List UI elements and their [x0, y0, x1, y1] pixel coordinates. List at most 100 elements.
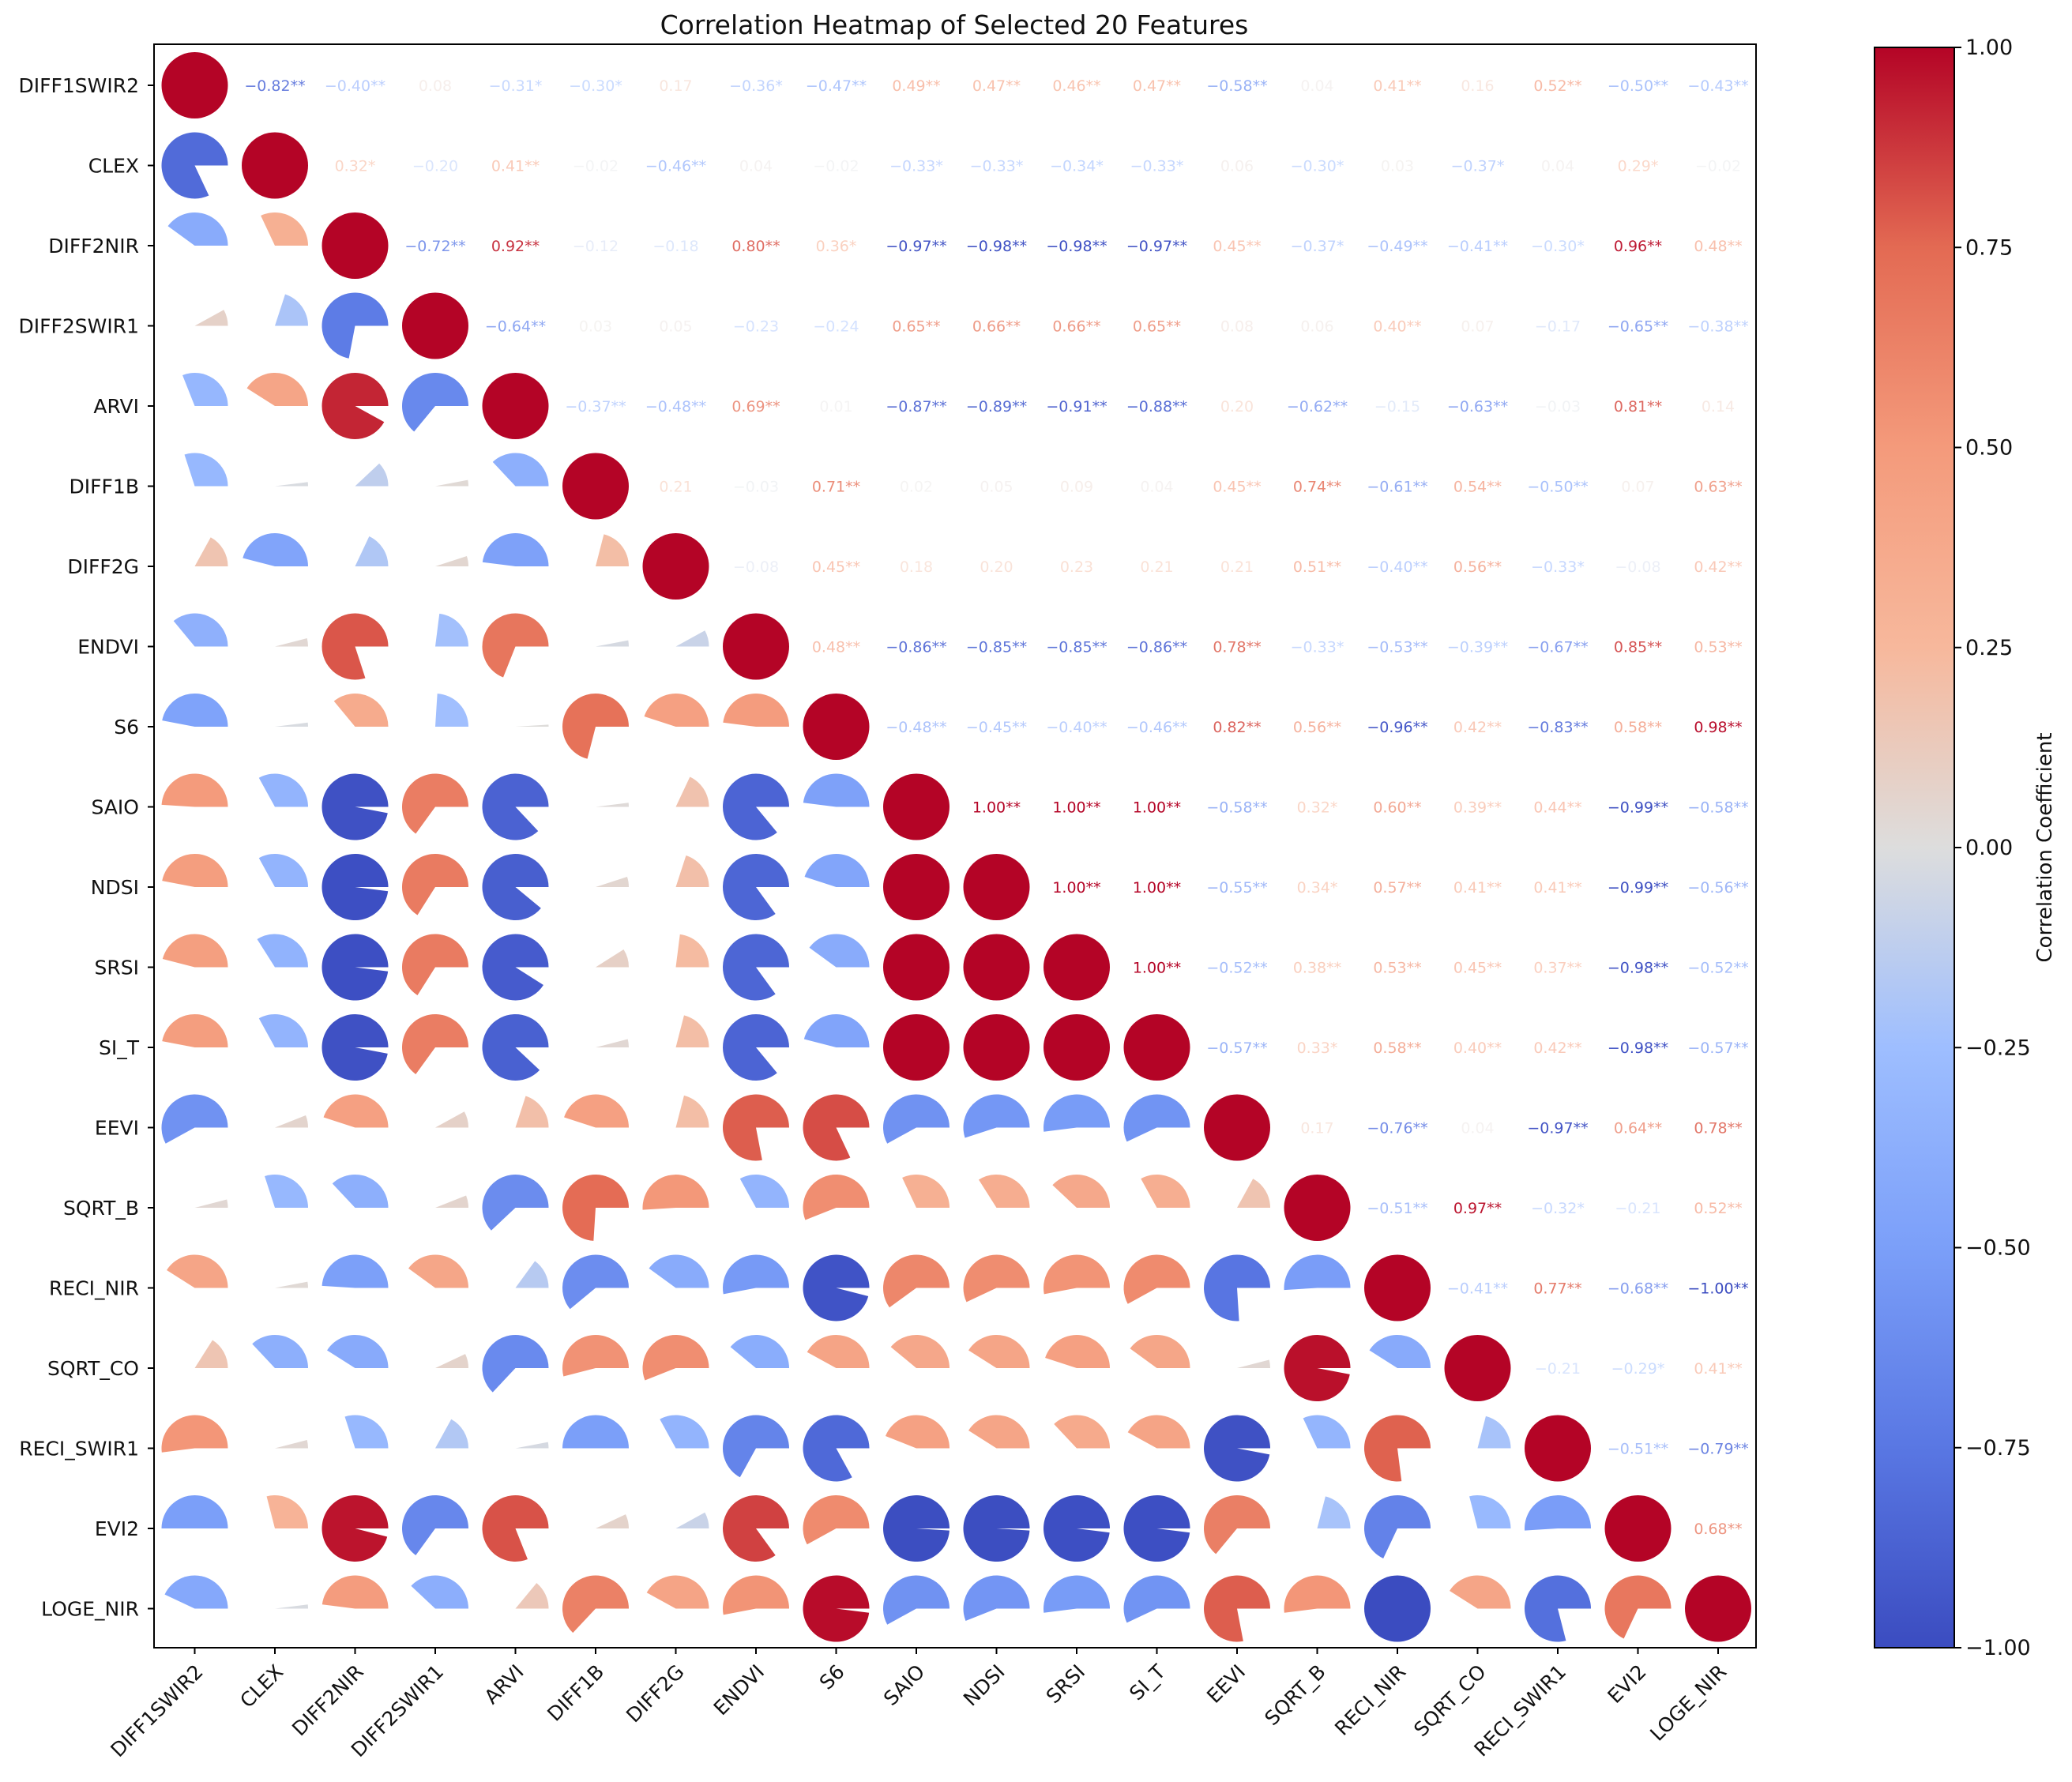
correlation-label: 0.69** — [731, 398, 780, 415]
correlation-label: −0.82** — [244, 77, 305, 95]
pie-cell — [194, 310, 228, 326]
correlation-label: 0.52** — [1694, 1200, 1742, 1217]
pie-cell — [401, 934, 469, 995]
row-label: DIFF1B — [70, 476, 139, 498]
column-label: RECI_NIR — [1330, 1660, 1410, 1740]
correlation-label: −0.41** — [1447, 1280, 1508, 1298]
pie-cell — [173, 613, 228, 647]
correlation-label: 0.42** — [1694, 558, 1742, 576]
correlation-label: −0.98** — [1608, 960, 1668, 977]
correlation-label: 0.64** — [1614, 1120, 1662, 1137]
pie-cell — [194, 1199, 228, 1208]
pie-cell — [482, 1014, 549, 1081]
correlation-label: 0.32* — [335, 158, 376, 175]
correlation-label: −0.33* — [970, 158, 1024, 175]
correlation-label: 0.41** — [491, 158, 540, 175]
pie-cell — [883, 1014, 950, 1081]
pie-cell — [723, 934, 789, 1001]
pie-cell — [184, 453, 228, 487]
correlation-label: −0.97** — [1126, 238, 1187, 255]
correlation-label: −0.62** — [1287, 398, 1348, 415]
correlation-label: −0.72** — [404, 238, 465, 255]
pie-cell — [258, 1014, 308, 1047]
row-label: DIFF2SWIR1 — [18, 315, 139, 338]
pie-cell — [562, 1415, 629, 1449]
correlation-label: −0.03 — [733, 479, 779, 496]
pie-cell — [1237, 1359, 1270, 1368]
correlation-label: −0.39** — [1447, 639, 1508, 656]
pie-cell — [167, 1254, 228, 1288]
correlation-label: 0.92** — [491, 238, 540, 255]
correlation-label: 0.29* — [1618, 158, 1659, 175]
correlation-label: −0.96** — [1367, 719, 1427, 736]
correlation-label: 0.04 — [1300, 77, 1333, 95]
column-label: SRSI — [1042, 1660, 1089, 1708]
pie-cell — [1363, 1494, 1431, 1558]
pie-cell — [963, 1014, 1030, 1081]
correlation-label: 0.65** — [892, 318, 940, 336]
pie-cell — [322, 854, 389, 921]
correlation-label: −0.02 — [1695, 158, 1741, 175]
correlation-label: −0.02 — [813, 158, 859, 175]
pie-cell — [1044, 1575, 1110, 1613]
column-label: DIFF1B — [543, 1660, 608, 1726]
pie-cell — [596, 803, 629, 807]
correlation-label: −0.88** — [1126, 398, 1187, 415]
row-label: SAIO — [92, 796, 140, 819]
pie-cell — [723, 773, 789, 840]
correlation-label: 0.47** — [1133, 77, 1181, 95]
correlation-label: 0.96** — [1614, 238, 1662, 255]
correlation-label: −0.86** — [1126, 639, 1187, 656]
pie-cell — [1123, 1254, 1190, 1304]
correlation-label: 0.07 — [1621, 479, 1654, 496]
pie-cell — [723, 1254, 789, 1295]
pie-cell — [322, 212, 389, 279]
correlation-label: 0.38** — [1293, 960, 1341, 977]
pie-cell — [885, 1415, 950, 1449]
pie-cell — [723, 854, 789, 921]
correlation-label: 0.77** — [1533, 1280, 1581, 1298]
pie-cell — [596, 534, 629, 566]
correlation-label: −0.41** — [1447, 238, 1508, 255]
row-label: ENDVI — [77, 636, 139, 659]
correlation-label: 0.39** — [1453, 799, 1502, 817]
pie-cell — [723, 1415, 789, 1478]
colorbar-ticks: −1.00 −0.75 −0.50 −0.25 0.00 0.25 0.50 0.75 1.00 — [1954, 36, 2031, 1660]
pie-cell — [660, 1415, 709, 1449]
correlation-label: 0.53** — [1694, 639, 1742, 656]
correlation-label: −0.86** — [886, 639, 946, 656]
correlation-label: −0.58** — [1206, 799, 1267, 817]
correlation-label: −0.55** — [1206, 879, 1267, 897]
correlation-label: −0.30* — [1291, 158, 1344, 175]
pie-cell — [243, 533, 308, 566]
correlation-label: 0.01 — [819, 398, 852, 415]
pie-cell — [1525, 1415, 1591, 1482]
pie-cell — [1477, 1415, 1511, 1449]
pie-cell — [402, 853, 468, 915]
pie-cell — [435, 1419, 468, 1449]
correlation-label: 0.04 — [1461, 1120, 1494, 1137]
pie-cell — [242, 132, 308, 199]
row-label: SI_T — [99, 1036, 140, 1059]
colorbar-tick-label: 0.50 — [1965, 436, 2013, 461]
row-label: DIFF2G — [67, 555, 139, 578]
correlation-label: −0.50** — [1527, 479, 1588, 496]
correlation-label: −0.91** — [1046, 398, 1107, 415]
row-label: ARVI — [93, 395, 139, 418]
correlation-label: 0.45** — [1213, 479, 1261, 496]
correlation-label: −0.33* — [889, 158, 943, 175]
pie-cell — [275, 294, 308, 326]
pie-cell — [1044, 1495, 1110, 1562]
pie-cell — [435, 1354, 468, 1368]
correlation-label: 0.58** — [1373, 1040, 1421, 1057]
correlation-label: 0.06 — [1300, 318, 1333, 336]
correlation-label: −0.20 — [412, 158, 458, 175]
pie-cell — [649, 1254, 709, 1288]
correlation-label: 0.48** — [1694, 238, 1742, 255]
pie-cell — [883, 854, 950, 920]
pie-cell — [161, 1495, 228, 1528]
correlation-label: −0.43** — [1687, 77, 1748, 95]
correlation-label: 0.21 — [659, 479, 692, 496]
correlation-label: −0.15 — [1374, 398, 1420, 415]
pie-cell — [1123, 1575, 1190, 1623]
